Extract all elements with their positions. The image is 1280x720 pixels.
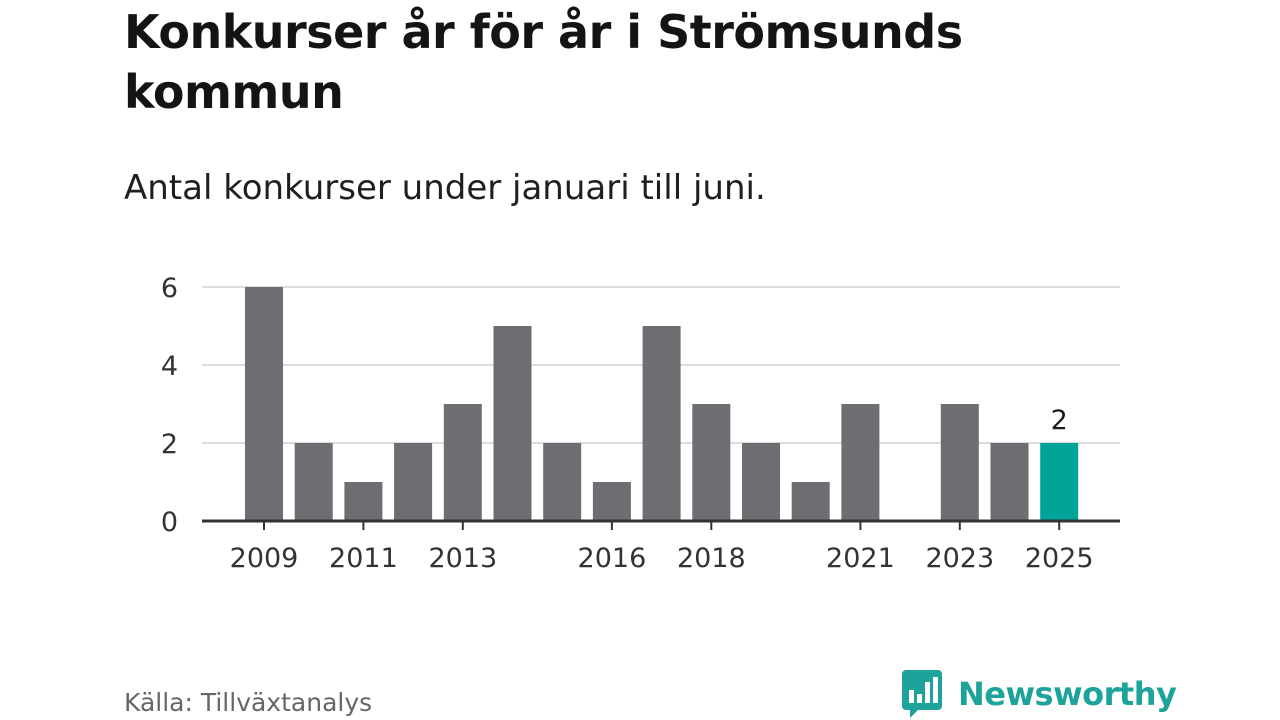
bar-2020 [791, 482, 830, 521]
bar-chart-speech-bubble-icon [902, 670, 942, 718]
bars [245, 287, 1079, 521]
y-tick-label: 4 [161, 351, 178, 382]
y-tick-label: 2 [161, 429, 178, 460]
bar-2016 [592, 482, 631, 521]
x-tick-label: 2018 [677, 543, 746, 574]
bar-2017 [642, 326, 681, 521]
x-tick-label: 2009 [230, 543, 299, 574]
axes [202, 519, 1120, 530]
y-tick-label: 6 [161, 273, 178, 304]
x-tick-label: 2025 [1025, 543, 1094, 574]
bar-2024 [990, 443, 1029, 521]
bar-2018 [692, 404, 731, 521]
x-tick-label: 2016 [578, 543, 647, 574]
labels: 0 2 4 6 2 2009 2011 2013 2016 2018 2021 2023 2025 [161, 273, 1094, 574]
bar-2011 [344, 482, 383, 521]
source-note: Källa: Tillväxtanalys [124, 688, 373, 717]
bar-2014 [493, 326, 532, 521]
bar-2013 [443, 404, 482, 521]
x-tick-label: 2011 [329, 543, 398, 574]
bar-2015 [543, 443, 582, 521]
chart-title: Konkurser år för år i Strömsunds kommun [124, 5, 963, 119]
bar-2023 [940, 404, 979, 521]
bar-2010 [294, 443, 333, 521]
bar-2019 [742, 443, 780, 521]
bar-2021 [841, 404, 880, 521]
bar-2025 [1040, 443, 1079, 521]
bar-2012 [394, 443, 433, 521]
bar-2009 [245, 287, 283, 521]
newsworthy-logo[interactable]: Newsworthy [902, 670, 1177, 718]
x-tick-label: 2013 [428, 543, 497, 574]
chart-subtitle: Antal konkurser under januari till juni. [124, 168, 766, 208]
brand-name: Newsworthy [958, 675, 1177, 713]
data-label: 2 [1051, 405, 1068, 436]
x-tick-label: 2021 [826, 543, 895, 574]
x-tick-label: 2023 [925, 543, 994, 574]
y-tick-label: 0 [161, 507, 178, 538]
